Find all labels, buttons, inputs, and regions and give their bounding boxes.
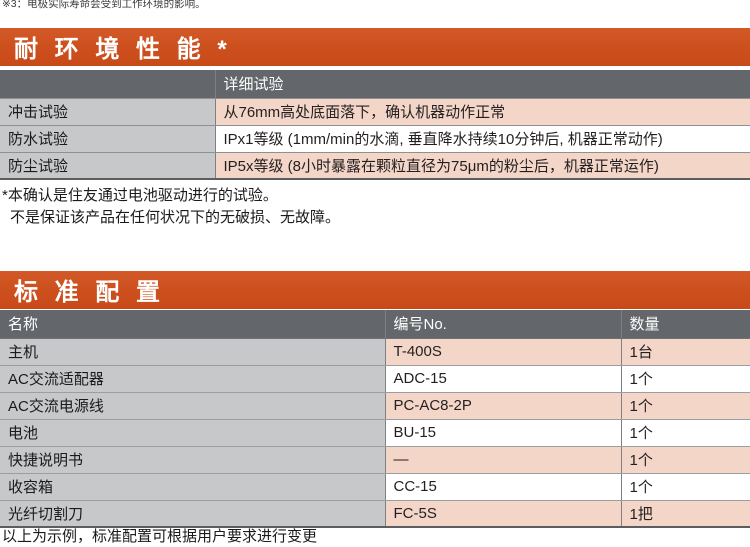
env-row-detail: 从76mm高处底面落下，确认机器动作正常 bbox=[214, 98, 750, 126]
std-row-qty: 1把 bbox=[620, 500, 750, 528]
table-row: 防水试验 IPx1等级 (1mm/min的水滴, 垂直降水持续10分钟后, 机器… bbox=[0, 125, 750, 153]
std-row-no: — bbox=[384, 446, 621, 474]
table-row: AC交流电源线 PC-AC8-2P 1个 bbox=[0, 392, 750, 420]
std-row-no: FC-5S bbox=[384, 500, 621, 528]
std-row-no: BU-15 bbox=[384, 419, 621, 447]
std-row-qty: 1个 bbox=[620, 365, 750, 393]
std-row-no: T-400S bbox=[384, 338, 621, 366]
std-row-no: PC-AC8-2P bbox=[384, 392, 621, 420]
table-row: 收容箱 CC-15 1个 bbox=[0, 473, 750, 501]
std-row-qty: 1个 bbox=[620, 419, 750, 447]
env-row-detail: IP5x等级 (8小时暴露在颗粒直径为75μm的粉尘后，机器正常运作) bbox=[214, 152, 750, 180]
table-row: 电池 BU-15 1个 bbox=[0, 419, 750, 447]
std-row-name: AC交流适配器 bbox=[0, 365, 385, 393]
environment-note-line-1: *本确认是住友通过电池驱动进行的试验。 bbox=[2, 187, 278, 204]
environment-note: *本确认是住友通过电池驱动进行的试验。 不是保证该产品在任何状况下的无破损、无故… bbox=[2, 185, 340, 229]
std-row-qty: 1个 bbox=[620, 446, 750, 474]
table-row: AC交流适配器 ADC-15 1个 bbox=[0, 365, 750, 393]
standard-configuration-table: 名称 编号No. 数量 主机 T-400S 1台 AC交流适配器 ADC-15 … bbox=[0, 310, 750, 528]
env-row-detail: IPx1等级 (1mm/min的水滴, 垂直降水持续10分钟后, 机器正常动作) bbox=[214, 125, 750, 153]
table-header-row: 名称 编号No. 数量 bbox=[0, 310, 750, 339]
environment-note-line-2: 不是保证该产品在任何状况下的无破损、无故障。 bbox=[10, 209, 341, 226]
environment-test-table: 详细试验 冲击试验 从76mm高处底面落下，确认机器动作正常 防水试验 IPx1… bbox=[0, 70, 750, 180]
std-row-no: CC-15 bbox=[384, 473, 621, 501]
std-row-name: AC交流电源线 bbox=[0, 392, 385, 420]
section-banner-standard-config: 标 准 配 置 bbox=[0, 271, 750, 309]
table-row: 防尘试验 IP5x等级 (8小时暴露在颗粒直径为75μm的粉尘后，机器正常运作) bbox=[0, 152, 750, 180]
std-row-name: 快捷说明书 bbox=[0, 446, 385, 474]
section-banner-environment: 耐 环 境 性 能 * bbox=[0, 28, 750, 66]
table-row: 光纤切割刀 FC-5S 1把 bbox=[0, 500, 750, 528]
table-row: 冲击试验 从76mm高处底面落下，确认机器动作正常 bbox=[0, 98, 750, 126]
std-row-qty: 1个 bbox=[620, 473, 750, 501]
env-row-label: 防尘试验 bbox=[0, 152, 215, 180]
std-row-name: 主机 bbox=[0, 338, 385, 366]
table-row: 主机 T-400S 1台 bbox=[0, 338, 750, 366]
bottom-footnote-text: 以上为示例，标准配置可根据用户要求进行变更 bbox=[2, 528, 318, 545]
std-row-qty: 1台 bbox=[620, 338, 750, 366]
std-row-no: ADC-15 bbox=[384, 365, 621, 393]
std-row-qty: 1个 bbox=[620, 392, 750, 420]
std-header-qty: 数量 bbox=[620, 310, 750, 339]
top-footnote-text: ※3：电极实际寿命会受到工作环境的影响。 bbox=[2, 0, 206, 10]
env-header-blank bbox=[0, 70, 215, 99]
std-header-name: 名称 bbox=[0, 310, 385, 339]
std-row-name: 收容箱 bbox=[0, 473, 385, 501]
std-row-name: 光纤切割刀 bbox=[0, 500, 385, 528]
env-header-detail: 详细试验 bbox=[214, 70, 750, 99]
section-title-standard-config: 标 准 配 置 bbox=[14, 278, 166, 306]
std-header-no: 编号No. bbox=[384, 310, 621, 339]
section-title-environment: 耐 环 境 性 能 * bbox=[14, 35, 232, 63]
table-row: 快捷说明书 — 1个 bbox=[0, 446, 750, 474]
env-row-label: 冲击试验 bbox=[0, 98, 215, 126]
env-row-label: 防水试验 bbox=[0, 125, 215, 153]
table-header-row: 详细试验 bbox=[0, 70, 750, 99]
std-row-name: 电池 bbox=[0, 419, 385, 447]
